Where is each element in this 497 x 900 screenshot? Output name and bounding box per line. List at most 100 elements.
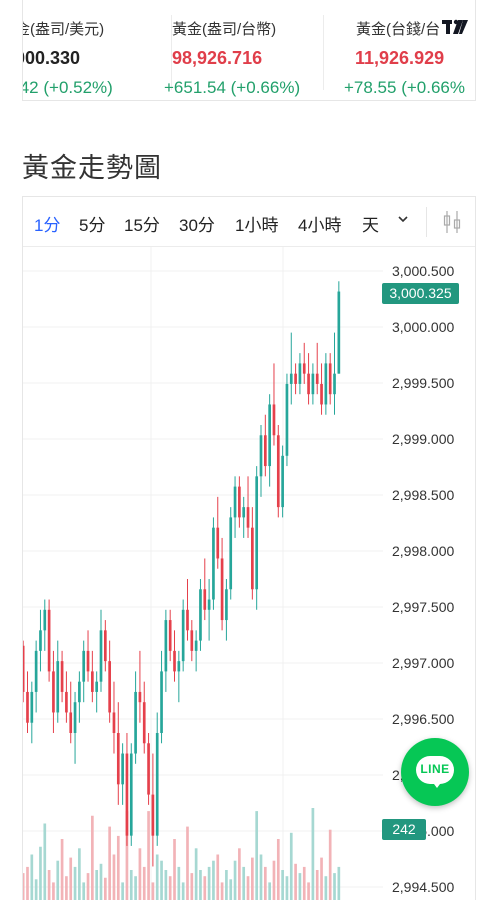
timeframe-1m[interactable]: 1分: [34, 216, 61, 235]
volume-bar: [320, 857, 323, 900]
chart-widget[interactable]: 1分 5分 15分 30分 1小時 4小時 天 3,000.500 3,000.0…: [22, 196, 476, 900]
volume-bar: [190, 873, 194, 900]
volume-bar: [181, 882, 185, 900]
volume-bar: [324, 876, 328, 900]
volume-bar: [108, 826, 111, 900]
candle-body: [302, 363, 306, 374]
candle-body: [333, 373, 336, 395]
volume-bar: [276, 839, 280, 900]
volume-bar: [121, 882, 124, 900]
candle-body: [298, 363, 302, 384]
candle-body: [238, 486, 241, 518]
line-bubble-tail: [431, 780, 443, 788]
candle-body: [177, 661, 181, 672]
candle-body: [155, 733, 159, 836]
volume-bar: [203, 876, 207, 900]
timeframe-5m[interactable]: 5分: [79, 216, 106, 235]
chart-settings-icon[interactable]: [442, 209, 464, 240]
volume-bar: [328, 829, 332, 900]
volume-bar: [333, 873, 336, 900]
line-share-button[interactable]: LINE: [401, 738, 469, 806]
volume-bar: [125, 811, 129, 900]
line-logo-text: LINE: [420, 762, 450, 776]
volume-bar: [233, 860, 237, 900]
candle-body: [134, 691, 137, 754]
candle-body: [86, 650, 90, 672]
timeframe-15m[interactable]: 15分: [124, 216, 160, 235]
candle-body: [276, 435, 280, 508]
candle-body: [199, 589, 202, 641]
timeframe-day[interactable]: 天: [362, 216, 379, 235]
candle-body: [129, 753, 133, 836]
volume-bar: [173, 839, 176, 900]
candles: [23, 281, 341, 867]
candle-body: [95, 681, 99, 692]
volume-bar: [69, 857, 73, 900]
candle-body: [112, 712, 116, 733]
ticker-change: .42 (+0.52%): [22, 78, 113, 97]
candle-body: [65, 691, 68, 713]
volume-bar: [302, 866, 306, 900]
candle-body: [116, 733, 120, 785]
timeframe-4h[interactable]: 4小時: [298, 216, 342, 235]
volume-bar: [315, 870, 319, 900]
candle-body: [251, 527, 254, 590]
last-price-tag: 3,000.325: [382, 283, 459, 304]
volume-bar: [116, 835, 120, 900]
line-bubble-icon: [416, 756, 454, 784]
tradingview-logo-icon[interactable]: [441, 16, 469, 38]
y-tick-label: 2,997.000: [392, 655, 454, 671]
ticker-divider: [171, 15, 172, 90]
candle-body: [212, 527, 215, 600]
volume-bar: [246, 876, 250, 900]
ticker-divider: [323, 15, 324, 90]
volume-bar: [289, 832, 293, 900]
candle-body: [272, 404, 276, 436]
volume-bar: [168, 876, 172, 900]
ticker-item-gold-twd-oz[interactable]: 黃金(盎司/台幣) 98,926.716 +651.54 (+0.66%): [164, 0, 344, 100]
timeframe-1h[interactable]: 1小時: [235, 216, 279, 235]
candle-body: [307, 373, 310, 395]
candle-body: [142, 702, 146, 744]
volume-bar: [138, 848, 142, 900]
volume-bar: [225, 870, 228, 900]
volume-bar: [60, 839, 64, 900]
candle-body: [73, 702, 77, 733]
volume-bar: [103, 877, 107, 900]
candle-body: [91, 671, 94, 692]
candle-body: [194, 640, 198, 651]
ticker-price: 11,926.929: [355, 48, 445, 68]
candle-body: [121, 753, 124, 785]
volume-bar: [23, 873, 25, 900]
volume-bar: [238, 848, 241, 900]
volume-bars: [23, 808, 341, 900]
candle-body: [43, 609, 47, 631]
candle-body: [47, 609, 51, 672]
candle-body: [246, 507, 250, 528]
timeframe-30m[interactable]: 30分: [179, 216, 215, 235]
ticker-change: +651.54 (+0.66%): [164, 78, 301, 97]
candle-body: [289, 373, 293, 384]
volume-bar: [78, 848, 81, 900]
candle-body: [108, 661, 111, 713]
candle-body: [328, 363, 332, 395]
volume-bar: [298, 873, 302, 900]
candle-body: [311, 373, 315, 395]
ticker-item-gold-twd-qian[interactable]: 黃金(台錢/台 11,926.929 +78.55 (+0.66%: [344, 0, 475, 100]
chevron-down-icon[interactable]: [395, 209, 411, 234]
volume-bar: [272, 860, 276, 900]
candle-body: [125, 753, 129, 836]
ticker-change: +78.55 (+0.66%: [344, 78, 465, 97]
candle-body: [78, 681, 81, 703]
candle-body: [203, 589, 207, 610]
candle-body: [160, 671, 163, 733]
candle-body: [60, 661, 64, 692]
candle-body: [190, 630, 194, 651]
volume-bar: [95, 870, 99, 900]
volume-bar: [134, 876, 137, 900]
ticker-item-gold-usd[interactable]: 金(盎司/美元) 000.330 .42 (+0.52%): [22, 0, 165, 100]
volume-bar: [155, 854, 159, 900]
candle-body: [103, 630, 107, 662]
candle-body: [320, 383, 323, 405]
chart-grid: [23, 247, 383, 900]
